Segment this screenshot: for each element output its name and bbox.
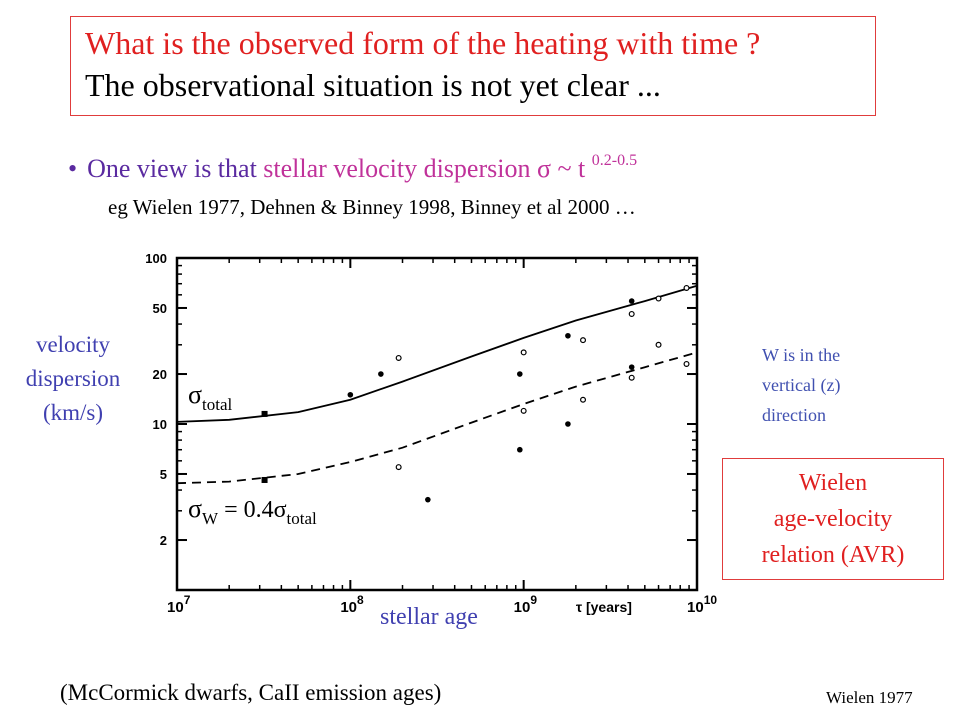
x-tick-label: 108 — [340, 593, 364, 616]
data-point — [683, 360, 690, 367]
y-tick-label: 50 — [153, 301, 167, 316]
data-point — [347, 391, 354, 398]
y-axis-label-line: (km/s) — [42, 400, 104, 425]
wielen-box-line: Wielen — [798, 470, 868, 496]
data-point — [395, 354, 402, 361]
bullet-highlight: stellar velocity dispersion σ ~ t — [263, 154, 592, 183]
y-tick-label: 5 — [160, 467, 167, 482]
data-point — [580, 396, 587, 403]
data-point — [520, 349, 527, 356]
x-tick-label: 1010 — [687, 593, 717, 616]
title-question: What is the observed form of the heating… — [85, 25, 761, 61]
x-axis-label: stellar age — [380, 604, 478, 630]
title-box: What is the observed form of the heating… — [70, 16, 876, 116]
data-point — [520, 407, 527, 414]
data-point — [395, 464, 402, 471]
y-tick-label: 20 — [153, 367, 167, 382]
data-point — [683, 284, 690, 291]
bullet-text: One view is that — [87, 154, 264, 183]
sigma-total-annotation: σtotal — [188, 380, 233, 414]
y-axis-label-line: dispersion — [25, 366, 121, 391]
x-unit-label: τ [years] — [576, 599, 632, 615]
data-point — [517, 371, 523, 377]
data-point — [261, 410, 268, 417]
title-statement: The observational situation is not yet c… — [85, 67, 661, 103]
data-point — [655, 295, 662, 302]
credit: Wielen 1977 — [826, 688, 913, 707]
x-tick-label: 107 — [167, 593, 191, 616]
sigma-total-curve — [176, 284, 698, 423]
references: eg Wielen 1977, Dehnen & Binney 1998, Bi… — [108, 195, 636, 219]
data-point — [655, 341, 662, 348]
wielen-box-line: relation (AVR) — [761, 542, 905, 568]
data-point — [628, 374, 635, 381]
data-point — [261, 476, 268, 483]
data-point — [628, 364, 635, 370]
x-tick-label: 109 — [514, 593, 538, 616]
data-point — [378, 371, 384, 377]
y-axis-label: velocity dispersion (km/s) — [8, 328, 138, 430]
y-tick-label: 100 — [145, 251, 167, 266]
bullet-symbol: • — [68, 154, 78, 183]
y-tick-label: 10 — [153, 417, 167, 432]
bullet-point: • One view is that stellar velocity dispe… — [68, 152, 638, 184]
data-point — [628, 298, 635, 304]
data-point — [565, 421, 571, 427]
w-note-line: W is in the — [762, 345, 841, 365]
data-point — [580, 337, 587, 344]
y-axis-label-line: velocity — [35, 332, 111, 357]
w-note-line: vertical (z) — [762, 375, 841, 395]
footnote: (McCormick dwarfs, CaII emission ages) — [60, 680, 442, 705]
bullet-exponent: 0.2-0.5 — [591, 152, 638, 169]
wielen-box-line: age-velocity — [773, 506, 893, 532]
sigma-w-annotation: σW = 0.4σtotal — [188, 494, 317, 528]
w-direction-note: W is in the vertical (z) direction — [762, 340, 942, 430]
data-point — [517, 446, 523, 453]
y-tick-label: 2 — [160, 533, 167, 548]
data-point — [565, 332, 571, 339]
w-note-line: direction — [762, 405, 826, 425]
data-point — [425, 496, 431, 503]
data-point — [628, 310, 635, 317]
wielen-avr-box: Wielen age-velocity relation (AVR) — [722, 458, 944, 580]
